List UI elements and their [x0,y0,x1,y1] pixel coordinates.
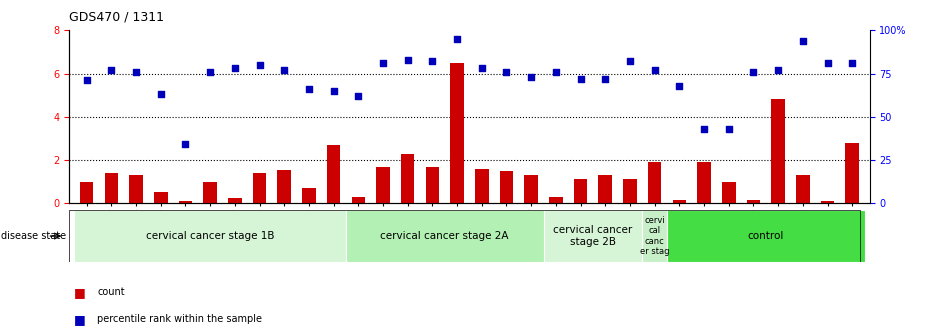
Bar [598,175,612,203]
Point [549,69,563,75]
Bar [352,197,365,203]
Bar [130,175,142,203]
Bar [722,182,735,203]
Point [401,57,415,62]
Point [253,62,267,68]
Point [450,36,464,42]
Bar [376,167,389,203]
Point [351,93,365,99]
Point [302,86,316,92]
Bar [80,182,93,203]
Point [820,60,835,66]
Text: GDS470 / 1311: GDS470 / 1311 [69,10,165,23]
Point [845,60,859,66]
Bar [179,201,192,203]
Point [722,126,736,132]
Point [129,69,143,75]
Bar [500,171,513,203]
Point [475,66,489,71]
Bar [642,210,667,262]
Point [500,69,514,75]
Point [203,69,217,75]
Bar [549,197,562,203]
Point [425,59,439,64]
Bar [697,162,710,203]
Bar [74,210,346,262]
Point [104,67,118,73]
Point [746,69,761,75]
Bar [796,175,809,203]
Bar [746,200,760,203]
Text: percentile rank within the sample: percentile rank within the sample [97,314,262,324]
Bar [820,201,834,203]
Text: cervical cancer
stage 2B: cervical cancer stage 2B [553,225,633,247]
Bar [648,162,661,203]
Bar [475,169,488,203]
Point [376,60,390,66]
Point [672,83,686,88]
Point [574,76,588,81]
Point [796,38,810,43]
Bar [450,63,463,203]
Bar [672,200,686,203]
Text: cervi
cal
canc
er stag: cervi cal canc er stag [640,216,670,256]
Text: count: count [97,287,125,297]
Text: ■: ■ [74,286,86,299]
Point [771,67,785,73]
Bar [327,145,340,203]
Point [228,66,242,71]
Bar [771,99,785,203]
Text: ■: ■ [74,313,86,326]
Bar [204,182,217,203]
Point [178,142,192,147]
Point [648,67,662,73]
Text: cervical cancer stage 2A: cervical cancer stage 2A [380,231,509,241]
Bar [278,170,291,203]
Bar [574,179,587,203]
Bar [154,193,167,203]
Bar [302,188,315,203]
Bar [623,179,636,203]
Point [697,126,711,132]
Bar [667,210,865,262]
Point [598,76,612,81]
Bar [346,210,544,262]
Bar [253,173,266,203]
Point [327,88,341,93]
Text: control: control [747,231,784,241]
Text: cervical cancer stage 1B: cervical cancer stage 1B [146,231,275,241]
Bar [544,210,642,262]
Bar [426,167,439,203]
Bar [401,154,414,203]
Bar [105,173,118,203]
Point [524,74,538,80]
Text: disease state: disease state [1,231,66,241]
Point [623,59,637,64]
Bar [524,175,538,203]
Bar [228,198,241,203]
Bar [845,143,859,203]
Point [154,92,168,97]
Point [80,78,94,83]
Point [277,67,291,73]
